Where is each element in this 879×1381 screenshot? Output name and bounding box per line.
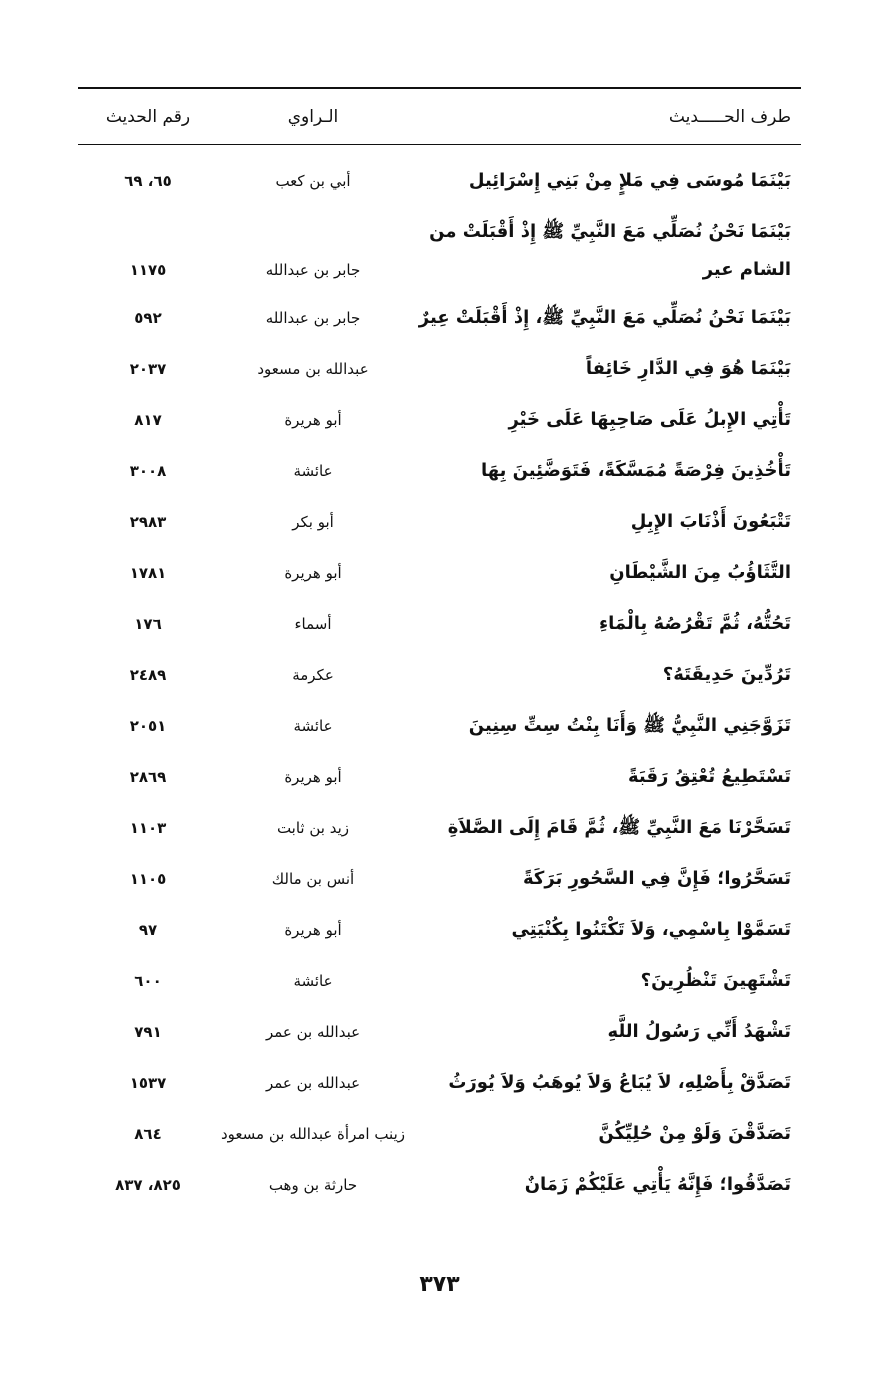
table-row: التَّثَاؤُبُ مِنَ الشَّيْطَانِ أبو هريرة ١… xyxy=(78,549,801,600)
hadith-text: تَحُتُّهُ، ثُمَّ تَقْرُصُهُ بِالْمَاءِ xyxy=(598,613,791,634)
narrator-name: زيد بن ثابت xyxy=(276,819,350,837)
narrator-name: زينب امرأة عبدالله بن مسعود xyxy=(220,1125,406,1143)
hadith-number: ١٧٨١ xyxy=(129,564,167,582)
table-row: تَسَحَّرُوا؛ فَإِنَّ فِي السَّحُورِ بَرَ… xyxy=(78,855,801,906)
table-row: تَصَدَّقُوا؛ فَإِنَّهُ يَأْتِي عَلَيْكُم… xyxy=(78,1161,801,1212)
narrator-name: أنس بن مالك xyxy=(271,870,355,888)
hadith-text: بَيْنَمَا نَحْنُ نُصَلِّي مَعَ النَّبِيِ… xyxy=(418,307,791,328)
hadith-text: تَزَوَّجَنِي النَّبِيُّ ﷺ وَأَنَا بِنْتُ… xyxy=(468,715,791,736)
narrator-name: أبو بكر xyxy=(292,513,334,531)
page-number: ٣٧٣ xyxy=(419,1272,460,1297)
table-row: تَرُدِّينَ حَدِيقَتَهُ؟ عكرمة ٢٤٨٩ xyxy=(78,651,801,702)
hadith-number: ٩٧ xyxy=(138,921,158,939)
hadith-text: التَّثَاؤُبُ مِنَ الشَّيْطَانِ xyxy=(609,562,791,583)
hadith-index-table: بَيْنَمَا مُوسَى فِي مَلإٍ مِنْ بَنِي إِ… xyxy=(78,145,801,1212)
table-row: تَشْتَهِينَ تَنْظُرِينَ؟ عائشة ٦٠٠ xyxy=(78,957,801,1008)
narrator-name: أبو هريرة xyxy=(284,411,342,429)
table-row: بَيْنَمَا هُوَ فِي الدَّارِ خَائِفاً عبدا… xyxy=(78,345,801,396)
narrator-name: عبدالله بن مسعود xyxy=(257,360,369,378)
hadith-number: ٧٩١ xyxy=(134,1023,162,1041)
header-rule xyxy=(78,144,801,145)
table-row: تَسْتَطِيعُ تُعْتِقُ رَقَبَةً أبو هريرة ٢٨… xyxy=(78,753,801,804)
table-row: تَزَوَّجَنِي النَّبِيُّ ﷺ وَأَنَا بِنْتُ… xyxy=(78,702,801,753)
hadith-number: ٣٠٠٨ xyxy=(129,462,167,480)
hadith-number: ٨٢٥، ٨٣٧ xyxy=(115,1176,181,1194)
narrator-name: عائشة xyxy=(293,972,333,990)
hadith-text: بَيْنَمَا مُوسَى فِي مَلإٍ مِنْ بَنِي إِ… xyxy=(468,170,791,191)
table-row: بَيْنَمَا مُوسَى فِي مَلإٍ مِنْ بَنِي إِ… xyxy=(78,157,801,208)
table-row: بَيْنَمَا نَحْنُ نُصَلِّي مَعَ النَّبِيِ… xyxy=(78,294,801,345)
narrator-name: أبو هريرة xyxy=(284,768,342,786)
hadith-number: ٢٩٨٣ xyxy=(129,513,167,531)
hadith-number: ٨٦٤ xyxy=(134,1125,162,1143)
hadith-text: تَسَمَّوْا بِاسْمِي، وَلاَ تَكْتَنُوا بِ… xyxy=(511,919,791,940)
narrator-name: عبدالله بن عمر xyxy=(265,1074,361,1092)
hadith-text: بَيْنَمَا نَحْنُ نُصَلِّي مَعَ النَّبِيِ… xyxy=(429,221,791,280)
hadith-text: تَسَحَّرُوا؛ فَإِنَّ فِي السَّحُورِ بَرَ… xyxy=(523,868,791,889)
table-row: تَشْهَدُ أَنِّي رَسُولُ اللَّهِ عبدالله ب… xyxy=(78,1008,801,1059)
top-rule xyxy=(78,87,801,89)
table-row: تَسَمَّوْا بِاسْمِي، وَلاَ تَكْتَنُوا بِ… xyxy=(78,906,801,957)
hadith-text: تَشْتَهِينَ تَنْظُرِينَ؟ xyxy=(640,970,791,991)
hadith-number: ١٧٦ xyxy=(134,615,162,633)
hadith-number: ٥٩٢ xyxy=(134,309,162,327)
hadith-number: ١١٠٥ xyxy=(129,870,167,888)
table-row: تَصَدَّقْ بِأَصْلِهِ، لاَ يُبَاعُ وَلاَ … xyxy=(78,1059,801,1110)
hadith-text: تَأْخُذِينَ فِرْصَةً مُمَسَّكَةً، فَتَوَ… xyxy=(480,460,791,481)
table-row: تَصَدَّقْنَ وَلَوْ مِنْ حُلِيِّكُنَّ زينب… xyxy=(78,1110,801,1161)
hadith-text: تَسَحَّرْنَا مَعَ النَّبِيِّ ﷺ، ثُمَّ قَ… xyxy=(447,817,791,838)
hadith-text: بَيْنَمَا هُوَ فِي الدَّارِ خَائِفاً xyxy=(585,358,791,379)
narrator-name: عائشة xyxy=(293,717,333,735)
table-row: بَيْنَمَا نَحْنُ نُصَلِّي مَعَ النَّبِيِ… xyxy=(78,208,801,294)
hadith-number: ١٥٣٧ xyxy=(129,1074,167,1092)
table-row: تَأْتِي الإِبلُ عَلَى صَاحِبِهَا عَلَى خ… xyxy=(78,396,801,447)
table-header: طرف الحـــــديث الـراوي رقم الحديث xyxy=(78,89,801,144)
hadith-number: ٨١٧ xyxy=(134,411,162,429)
header-hadith: طرف الحـــــديث xyxy=(668,106,791,127)
table-row: تَسَحَّرْنَا مَعَ النَّبِيِّ ﷺ، ثُمَّ قَ… xyxy=(78,804,801,855)
narrator-name: عائشة xyxy=(293,462,333,480)
narrator-name: أبو هريرة xyxy=(284,564,342,582)
hadith-text: تَتْبَعُونَ أَذْنَابَ الإِبِلِ xyxy=(630,511,791,532)
hadith-number: ٢٤٨٩ xyxy=(129,666,167,684)
header-narrator: الـراوي xyxy=(287,106,339,127)
hadith-number: ١١٠٣ xyxy=(129,819,167,837)
hadith-text: تَأْتِي الإِبلُ عَلَى صَاحِبِهَا عَلَى خ… xyxy=(508,409,791,430)
hadith-text: تَصَدَّقْنَ وَلَوْ مِنْ حُلِيِّكُنَّ xyxy=(598,1123,791,1144)
narrator-name: أبو هريرة xyxy=(284,921,342,939)
narrator-name: جابر بن عبدالله xyxy=(265,261,361,279)
narrator-name: أبي بن كعب xyxy=(275,172,351,190)
hadith-text: تَصَدَّقْ بِأَصْلِهِ، لاَ يُبَاعُ وَلاَ … xyxy=(448,1072,791,1093)
hadith-number: ٢٨٦٩ xyxy=(129,768,167,786)
table-row: تَتْبَعُونَ أَذْنَابَ الإِبِلِ أبو بكر ٢٩٨… xyxy=(78,498,801,549)
hadith-number: ٢٠٣٧ xyxy=(129,360,167,378)
hadith-number: ٢٠٥١ xyxy=(129,717,167,735)
hadith-number: ٦٥، ٦٩ xyxy=(124,172,172,190)
hadith-text: تَرُدِّينَ حَدِيقَتَهُ؟ xyxy=(662,664,791,685)
hadith-number: ١١٧٥ xyxy=(129,261,167,279)
table-row: تَحُتُّهُ، ثُمَّ تَقْرُصُهُ بِالْمَاءِ أس… xyxy=(78,600,801,651)
hadith-text: تَشْهَدُ أَنِّي رَسُولُ اللَّهِ xyxy=(607,1021,791,1042)
narrator-name: عكرمة xyxy=(292,666,334,684)
narrator-name: حارثة بن وهب xyxy=(268,1176,358,1194)
header-number: رقم الحديث xyxy=(105,106,191,127)
narrator-name: أسماء xyxy=(294,615,332,633)
hadith-text: تَصَدَّقُوا؛ فَإِنَّهُ يَأْتِي عَلَيْكُم… xyxy=(524,1174,791,1195)
hadith-text: تَسْتَطِيعُ تُعْتِقُ رَقَبَةً xyxy=(627,766,791,787)
narrator-name: جابر بن عبدالله xyxy=(265,309,361,327)
table-row: تَأْخُذِينَ فِرْصَةً مُمَسَّكَةً، فَتَوَ… xyxy=(78,447,801,498)
narrator-name: عبدالله بن عمر xyxy=(265,1023,361,1041)
hadith-number: ٦٠٠ xyxy=(134,972,162,990)
book-page: طرف الحـــــديث الـراوي رقم الحديث بَيْن… xyxy=(78,87,801,1297)
